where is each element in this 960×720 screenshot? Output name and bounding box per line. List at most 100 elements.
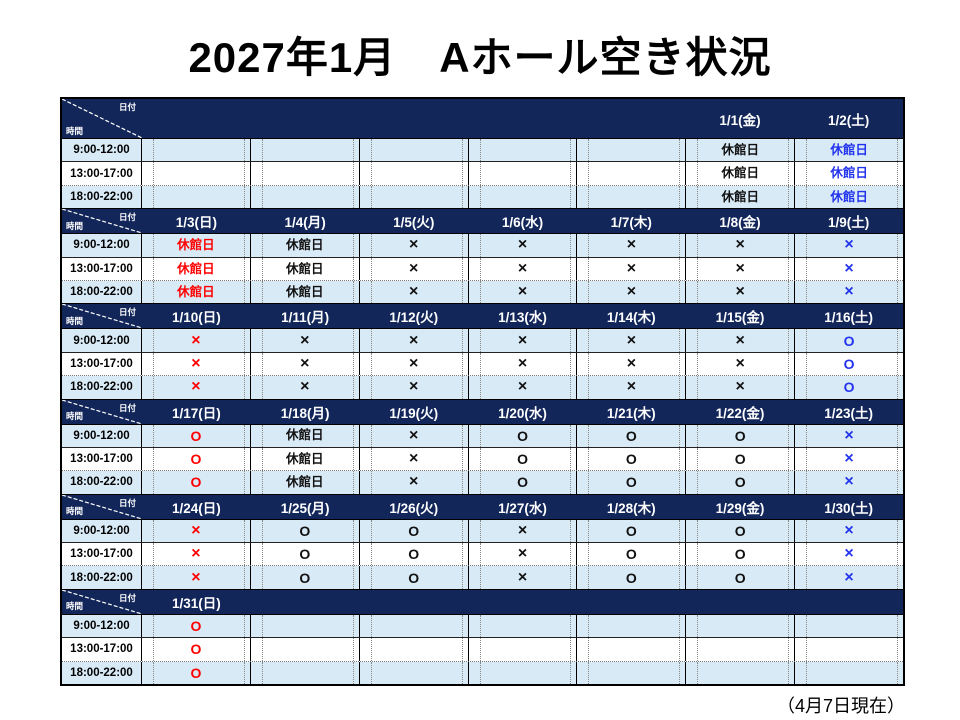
availability-mark: × <box>735 259 745 277</box>
availability-mark: × <box>517 521 528 539</box>
date-header <box>577 99 686 138</box>
availability-mark: O <box>625 451 637 468</box>
date-header <box>794 590 903 614</box>
date-header: 1/4(月) <box>284 215 326 231</box>
availability-mark: O <box>190 664 202 681</box>
availability-mark: O <box>734 522 746 539</box>
availability-mark: O <box>517 474 528 491</box>
time-row: 18:00-22:00 休館日 休館日 × × × × × <box>62 280 903 304</box>
time-slot-label: 18:00-22:00 <box>62 471 142 494</box>
availability-cell: × <box>795 257 903 281</box>
availability-mark: × <box>844 568 854 586</box>
availability-cell: × <box>686 234 796 257</box>
availability-cell: × <box>469 566 578 590</box>
corner-date-label: 日付 <box>118 592 136 603</box>
availability-cell: 休館日 <box>142 234 251 257</box>
date-header: 1/11(月) <box>281 310 330 326</box>
availability-mark: 休館日 <box>286 284 324 299</box>
availability-mark: 休館日 <box>286 451 324 466</box>
availability-mark: 休館日 <box>830 189 868 204</box>
time-row: 9:00-12:00 O <box>62 614 903 639</box>
availability-mark: O <box>190 641 202 658</box>
availability-cell: O <box>795 352 903 376</box>
time-row: 18:00-22:00 × O O × O O × <box>62 566 903 590</box>
availability-cell: × <box>795 543 903 566</box>
availability-cell: × <box>142 376 251 399</box>
availability-cell <box>469 162 578 186</box>
availability-cell: × <box>360 234 469 257</box>
availability-mark: O <box>190 474 202 491</box>
corner-cell: 日付 時間 <box>62 209 142 234</box>
availability-mark: 休館日 <box>177 238 215 253</box>
availability-mark: × <box>735 331 745 349</box>
date-header: 1/17(日) <box>171 405 221 421</box>
availability-mark: × <box>191 568 201 586</box>
date-header: 1/7(木) <box>610 215 652 231</box>
availability-mark: × <box>408 259 419 277</box>
availability-cell: 休館日 <box>251 234 360 257</box>
availability-cell: × <box>686 280 796 304</box>
availability-cell: O <box>577 424 687 448</box>
availability-mark: × <box>735 378 745 396</box>
availability-mark: × <box>844 545 854 563</box>
availability-mark: × <box>300 378 310 396</box>
availability-mark: O <box>625 569 637 586</box>
availability-mark: O <box>408 569 420 586</box>
time-slot-label: 9:00-12:00 <box>62 139 142 162</box>
week-header-row: 日付 時間 1/1(金) 1/2(土) <box>62 99 903 139</box>
availability-cell: × <box>795 519 903 543</box>
date-header: 1/21(木) <box>606 405 656 421</box>
availability-cell: 休館日 <box>795 139 903 162</box>
availability-cell: × <box>795 234 903 257</box>
availability-cell <box>251 614 360 638</box>
availability-mark: O <box>734 451 746 468</box>
availability-cell <box>795 661 903 685</box>
availability-cell <box>469 661 578 685</box>
availability-cell: 休館日 <box>795 185 903 209</box>
availability-mark: O <box>843 379 855 396</box>
availability-cell <box>577 139 687 162</box>
availability-table: 日付 時間 1/1(金) 1/2(土) 9:00-12:00 休館日 休館日 13:00-17… <box>60 97 905 686</box>
availability-cell: × <box>469 519 578 543</box>
availability-cell: × <box>360 280 469 304</box>
availability-cell: 休館日 <box>142 257 251 281</box>
availability-cell: × <box>577 257 687 281</box>
time-slot-label: 18:00-22:00 <box>62 661 142 685</box>
corner-date-label: 日付 <box>118 307 136 318</box>
availability-cell: × <box>142 519 251 543</box>
week-header-row: 日付 時間 1/17(日) 1/18(月) 1/19(火) 1/20(水) 1/21(木) 1… <box>62 398 903 425</box>
corner-date-label: 日付 <box>118 497 136 508</box>
time-slot-label: 9:00-12:00 <box>62 329 142 352</box>
availability-cell: × <box>360 447 469 471</box>
availability-mark: × <box>844 283 854 301</box>
availability-mark: × <box>517 545 528 563</box>
availability-mark: O <box>408 546 420 563</box>
availability-cell: × <box>469 376 578 399</box>
availability-cell: × <box>142 566 251 590</box>
corner-time-label: 時間 <box>66 220 84 231</box>
availability-cell: × <box>686 257 796 281</box>
page-title: 2027年1月 Aホール空き状況 <box>188 34 772 81</box>
availability-cell <box>577 162 687 186</box>
availability-cell <box>142 162 251 186</box>
availability-mark: × <box>844 450 854 468</box>
date-header: 1/30(土) <box>824 500 874 516</box>
availability-mark: × <box>517 378 528 396</box>
time-row: 18:00-22:00 O <box>62 661 903 685</box>
availability-cell <box>360 139 469 162</box>
time-slot-label: 13:00-17:00 <box>62 447 142 471</box>
availability-mark: O <box>190 618 202 635</box>
availability-cell: 休館日 <box>686 162 796 186</box>
availability-cell: O <box>577 519 687 543</box>
time-row: 18:00-22:00 O 休館日 × O O O × <box>62 471 903 495</box>
date-header: 1/28(木) <box>606 500 656 516</box>
date-header <box>142 99 251 138</box>
availability-cell <box>360 614 469 638</box>
availability-mark: × <box>844 236 854 254</box>
availability-mark: × <box>735 236 745 254</box>
availability-mark: × <box>191 331 201 349</box>
availability-cell: O <box>142 614 251 638</box>
availability-mark: × <box>844 259 854 277</box>
availability-mark: 休館日 <box>721 166 759 181</box>
availability-cell: O <box>686 543 796 566</box>
